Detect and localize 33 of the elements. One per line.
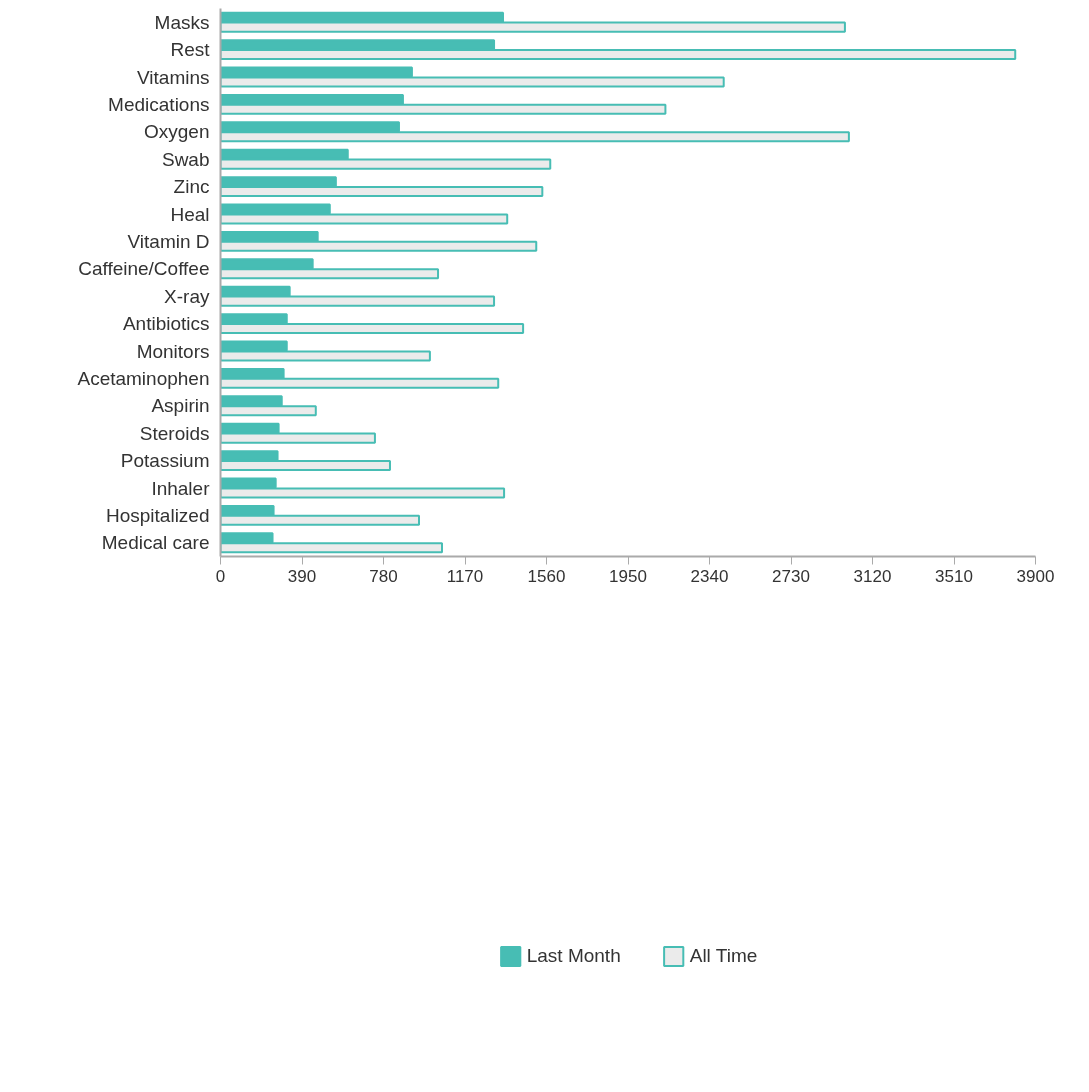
x-tick-label: 2340 <box>690 566 729 586</box>
y-tick-label: Medications <box>108 93 210 115</box>
y-tick-label: Vitamin D <box>127 230 210 252</box>
legend-label: Last Month <box>526 945 621 967</box>
x-tick-label: 0 <box>215 566 226 586</box>
y-tick-label: Oxygen <box>144 121 210 143</box>
x-tick-label: 1950 <box>609 566 647 586</box>
x-tick-label: 3900 <box>1016 566 1055 586</box>
x-tick-label: 390 <box>287 566 317 586</box>
y-tick-label: Rest <box>170 39 211 61</box>
y-tick-label: Zinc <box>173 176 210 198</box>
x-tick-label: 780 <box>369 566 398 586</box>
y-tick-label: Acetaminophen <box>77 367 210 389</box>
y-tick-label: Caffeine/Coffee <box>78 258 210 280</box>
y-tick-label: Aspirin <box>151 395 210 417</box>
x-tick-label: 2730 <box>772 566 810 586</box>
y-tick-label: Potassium <box>120 450 210 472</box>
y-tick-label: Hospitalized <box>106 504 210 526</box>
y-tick-label: Heal <box>170 203 210 225</box>
y-tick-label: Medical care <box>101 532 210 554</box>
y-tick-label: X-ray <box>164 285 210 307</box>
y-tick-label: Swab <box>161 148 210 170</box>
x-tick-label: 3120 <box>853 566 892 586</box>
y-tick-label: Antibiotics <box>122 313 210 335</box>
x-tick-label: 1560 <box>527 566 566 586</box>
y-tick-label: Steroids <box>139 422 210 444</box>
y-tick-label: Vitamins <box>136 66 210 88</box>
y-tick-label: Masks <box>154 11 210 33</box>
x-tick-label: 3510 <box>935 566 973 586</box>
y-tick-label: Monitors <box>136 340 210 362</box>
legend-label: All Time <box>689 945 758 967</box>
y-tick-label: Inhaler <box>151 477 211 499</box>
x-tick-label: 1170 <box>446 566 484 586</box>
